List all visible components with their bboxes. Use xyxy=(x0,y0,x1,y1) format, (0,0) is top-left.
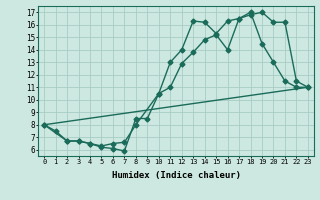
X-axis label: Humidex (Indice chaleur): Humidex (Indice chaleur) xyxy=(111,171,241,180)
